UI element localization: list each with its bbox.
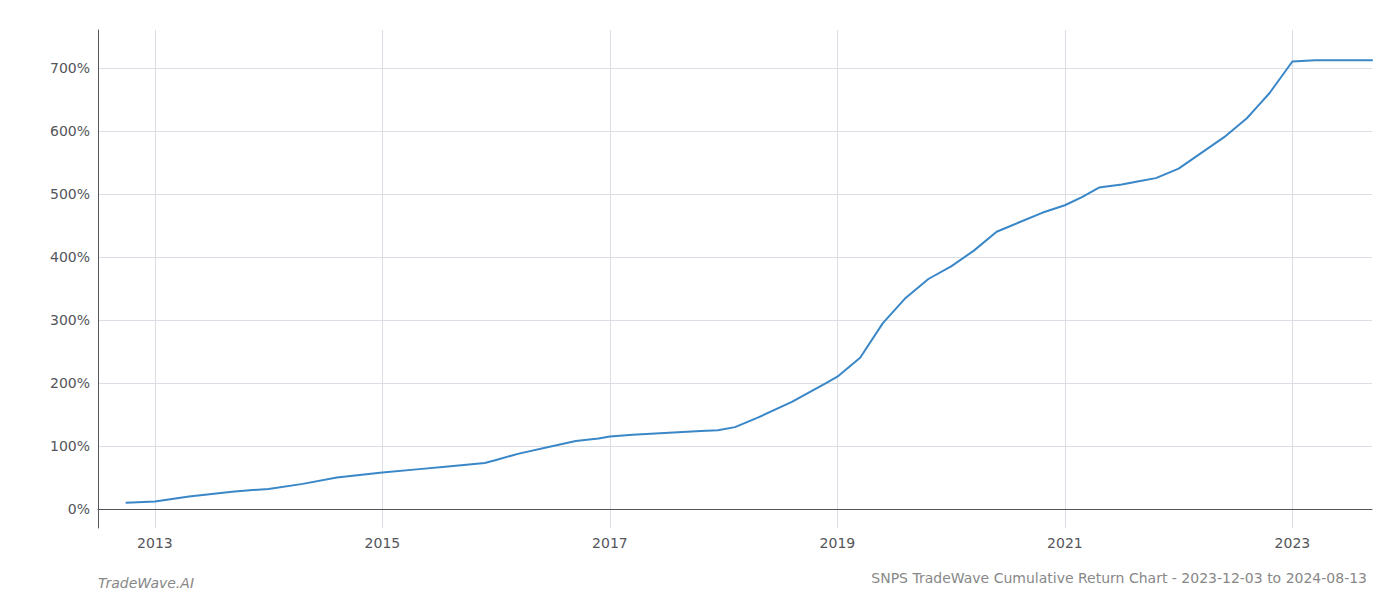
svg-text:500%: 500% — [50, 186, 90, 202]
svg-text:400%: 400% — [50, 249, 90, 265]
svg-text:0%: 0% — [68, 501, 90, 517]
svg-text:200%: 200% — [50, 375, 90, 391]
svg-text:700%: 700% — [50, 60, 90, 76]
svg-text:2013: 2013 — [137, 535, 173, 551]
svg-text:2021: 2021 — [1047, 535, 1083, 551]
svg-text:2017: 2017 — [592, 535, 628, 551]
svg-text:TradeWave.AI: TradeWave.AI — [98, 575, 194, 591]
svg-text:2019: 2019 — [820, 535, 856, 551]
svg-text:600%: 600% — [50, 123, 90, 139]
svg-text:300%: 300% — [50, 312, 90, 328]
svg-text:2015: 2015 — [365, 535, 401, 551]
svg-text:2023: 2023 — [1275, 535, 1311, 551]
svg-text:SNPS TradeWave Cumulative Retu: SNPS TradeWave Cumulative Return Chart -… — [871, 570, 1367, 586]
svg-text:100%: 100% — [50, 438, 90, 454]
